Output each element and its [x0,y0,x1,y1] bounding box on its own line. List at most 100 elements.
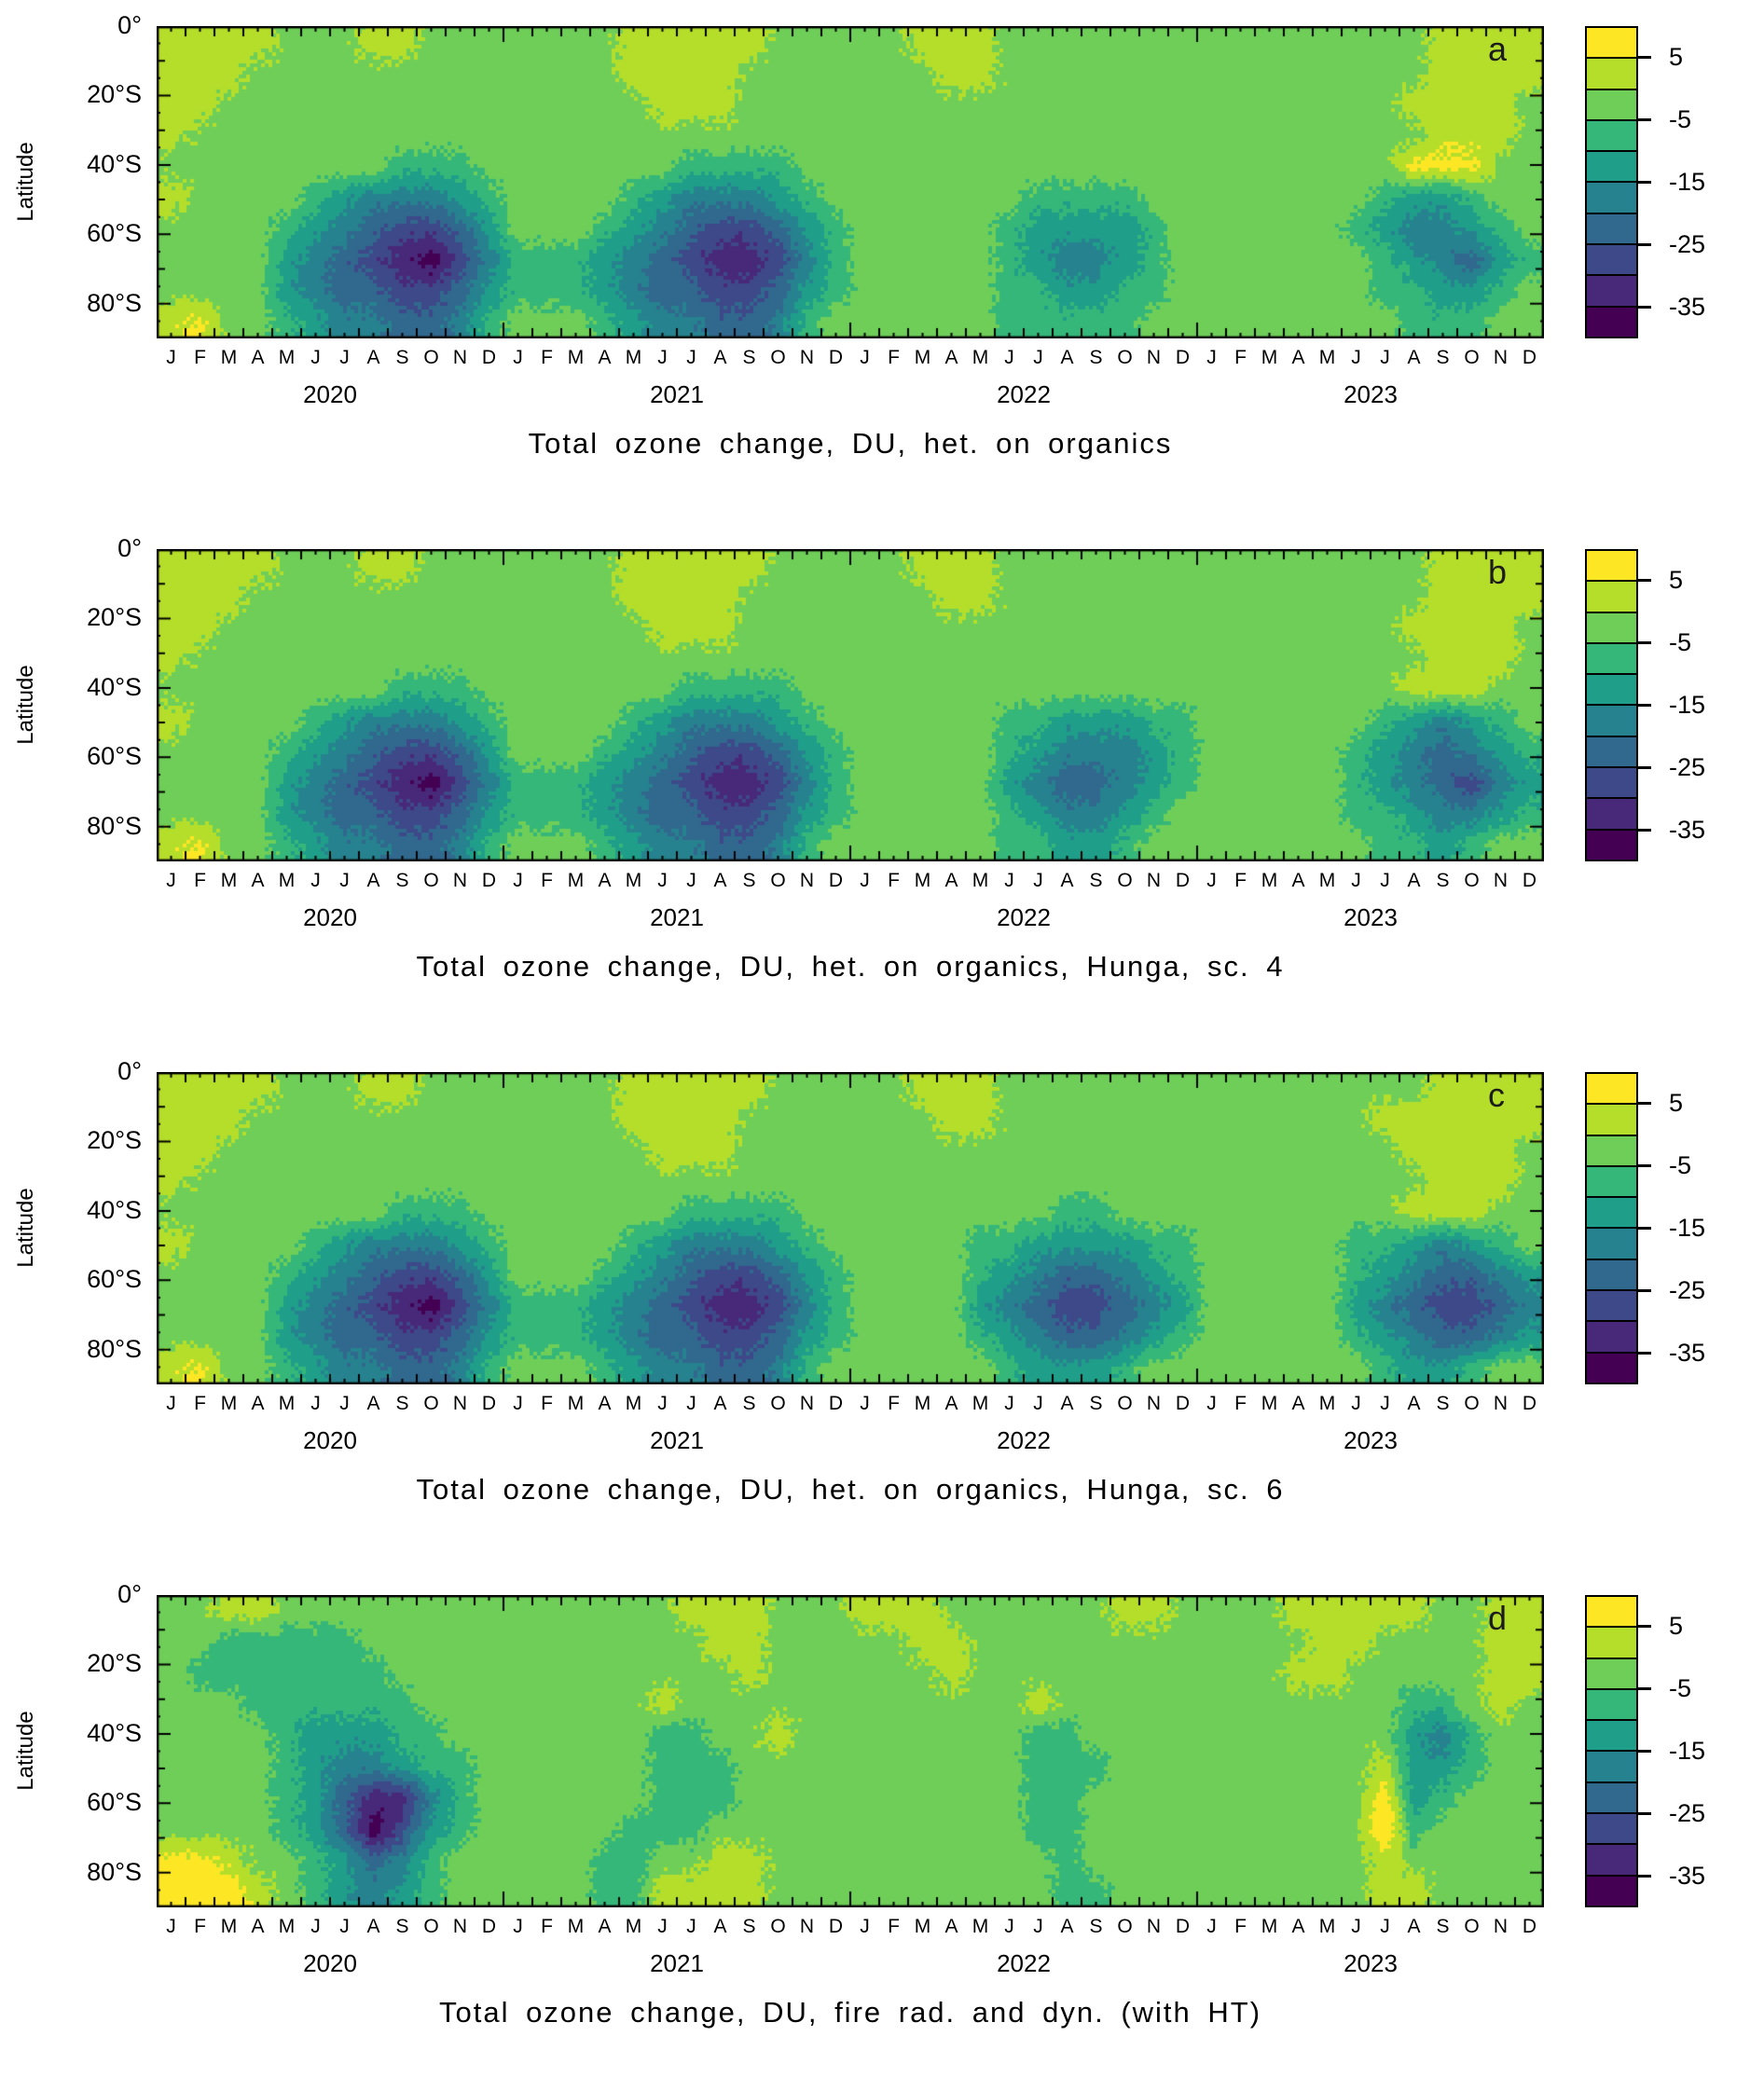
month-label: M [220,870,238,891]
month-label: J [1380,1393,1390,1414]
month-label: J [513,347,523,368]
y-tick-label: 60°S [87,219,142,248]
colorbar-tick [1638,56,1651,59]
year-label: 2022 [997,380,1051,408]
colorbar-patch [1587,59,1636,90]
month-label: F [1234,347,1247,368]
month-label: M [1261,1916,1278,1937]
y-tick-label: 0° [117,1057,142,1085]
month-label: J [1206,347,1217,368]
month-label: A [1407,870,1421,891]
month-label: O [423,347,439,368]
month-label: J [310,347,321,368]
y-tick-label: 60°S [87,742,142,771]
month-label: M [972,1916,989,1937]
panel-letter: b [1488,553,1508,591]
colorbar-tick-label: -15 [1669,1213,1706,1242]
panel: Latitude b Total ozone change, DU, het. … [0,523,1764,1046]
y-tick-label: 40°S [87,1195,142,1224]
month-label: J [1033,1393,1043,1414]
colorbar-tick-label: -15 [1669,1736,1706,1765]
month-label: A [598,1393,612,1414]
month-label: O [1464,1916,1480,1937]
colorbar-tick-label: 5 [1669,42,1684,71]
month-label: J [860,1916,870,1937]
colorbar-patch [1587,1166,1636,1199]
panel: Latitude d Total ozone change, DU, fire … [0,1569,1764,2091]
month-label: M [1318,347,1336,368]
month-label: A [366,1916,380,1937]
month-label: J [1004,1916,1014,1937]
month-label: F [194,1393,206,1414]
month-label: J [657,870,668,891]
month-label: M [1318,1916,1336,1937]
y-tick-label: 40°S [87,149,142,178]
month-label: M [625,870,642,891]
month-label: N [452,1393,468,1414]
colorbar-tick [1638,118,1651,121]
month-label: O [770,347,786,368]
month-label: M [278,1393,296,1414]
month-label: S [1436,1916,1450,1937]
colorbar-tick [1638,181,1651,184]
month-label: F [194,870,206,891]
month-label: J [513,1393,523,1414]
month-label: A [366,347,380,368]
month-label: A [1060,1916,1074,1937]
year-label: 2023 [1344,380,1398,408]
y-tick-label: 80°S [87,288,142,317]
month-label: O [770,1916,786,1937]
month-label: J [339,870,350,891]
colorbar [1585,549,1638,861]
colorbar-patch [1587,1814,1636,1846]
year-label: 2022 [997,1949,1051,1977]
year-label: 2021 [650,380,704,408]
colorbar-patch [1587,1353,1636,1383]
colorbar-tick [1638,641,1651,644]
year-label: 2020 [303,903,357,931]
month-label: A [944,347,958,368]
month-label: J [1351,1393,1361,1414]
colorbar-patch [1587,213,1636,246]
month-label: S [1436,347,1450,368]
colorbar-tick-label: -15 [1669,690,1706,719]
month-label: N [452,870,468,891]
colorbar-tick-label: 5 [1669,1088,1684,1117]
month-label: N [799,347,815,368]
month-label: D [481,347,497,368]
month-label: J [686,347,696,368]
month-label: N [1493,347,1509,368]
colorbar-tick-label: 5 [1669,1611,1684,1640]
year-label: 2021 [650,1426,704,1454]
heatmap-plot [157,1072,1544,1384]
month-label: A [251,347,265,368]
month-label: N [1493,1916,1509,1937]
month-label: M [567,870,585,891]
month-label: O [770,870,786,891]
month-label: J [657,347,668,368]
colorbar-patch [1587,183,1636,214]
colorbar-patch [1587,582,1636,613]
month-label: J [339,1916,350,1937]
month-label: S [395,1393,409,1414]
year-label: 2022 [997,903,1051,931]
colorbar-patch [1587,706,1636,737]
month-label: J [1004,347,1014,368]
month-label: O [1464,1393,1480,1414]
month-label: N [799,870,815,891]
month-label: J [513,870,523,891]
month-label: M [567,1916,585,1937]
month-label: S [742,347,756,368]
month-label: A [251,1916,265,1937]
month-label: M [972,1393,989,1414]
year-label: 2023 [1344,903,1398,931]
month-label: F [541,1393,553,1414]
colorbar-patch [1587,1105,1636,1136]
month-label: M [914,870,931,891]
month-label: F [541,1916,553,1937]
month-label: J [339,1393,350,1414]
colorbar-patch [1587,28,1636,60]
colorbar-patch [1587,612,1636,644]
colorbar-patch [1587,1259,1636,1292]
colorbar-tick [1638,243,1651,246]
